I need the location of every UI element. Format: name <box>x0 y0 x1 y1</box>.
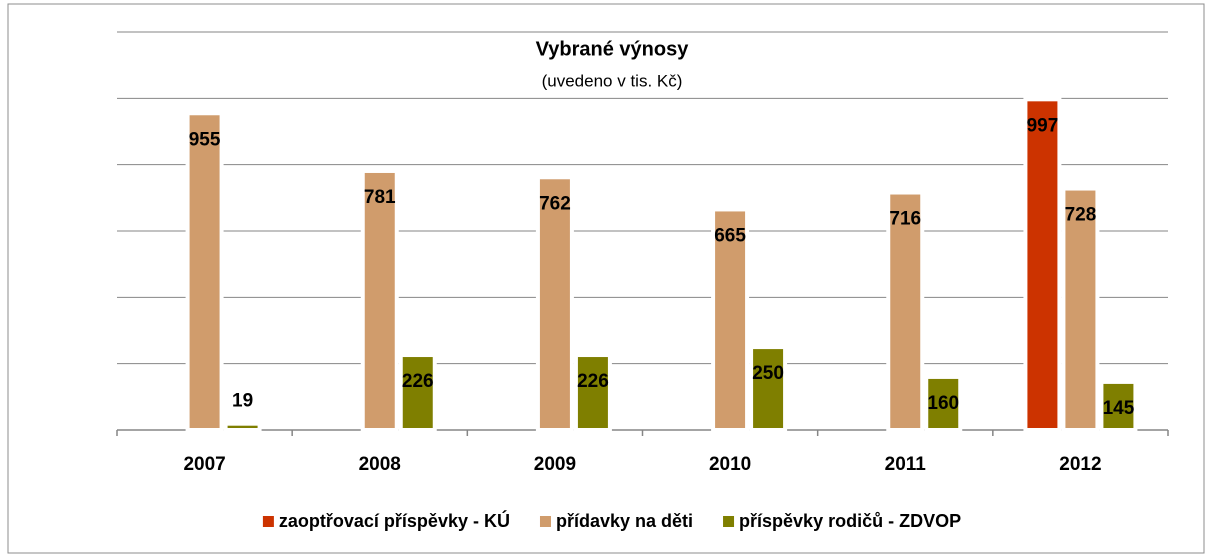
data-label: 160 <box>927 393 959 414</box>
legend-swatch <box>723 516 735 527</box>
data-label: 226 <box>402 371 434 392</box>
bar <box>924 374 963 432</box>
data-label: 226 <box>577 371 609 392</box>
x-tick-label: 2007 <box>183 454 225 475</box>
data-label: 19 <box>232 391 253 412</box>
bar <box>185 111 224 432</box>
legend-swatch <box>539 516 551 527</box>
x-tick-label: 2008 <box>359 454 401 475</box>
bar <box>573 353 612 432</box>
bar <box>1061 186 1100 432</box>
data-label: 716 <box>889 209 921 230</box>
bar <box>749 345 788 433</box>
data-label: 665 <box>714 225 746 246</box>
bar <box>1099 379 1138 432</box>
x-tick-label: 2010 <box>709 454 751 475</box>
chart-title: Vybrané výnosy <box>536 38 690 60</box>
bar <box>886 190 925 432</box>
data-label: 145 <box>1103 398 1135 419</box>
legend-label: příspěvky rodičů - ZDVOP <box>739 511 961 531</box>
bar <box>398 353 437 432</box>
x-tick-label: 2011 <box>885 454 927 475</box>
data-label: 955 <box>189 129 221 150</box>
data-label: 762 <box>539 193 571 214</box>
chart-subtitle: (uvedeno v tis. Kč) <box>542 71 683 90</box>
legend-swatch <box>262 516 274 527</box>
x-tick-label: 2009 <box>534 454 576 475</box>
data-label: 781 <box>364 187 396 208</box>
bar <box>711 207 750 432</box>
bar <box>360 168 399 433</box>
data-label: 250 <box>752 363 784 384</box>
bar <box>1023 97 1062 432</box>
bar <box>223 421 262 433</box>
legend-label: přídavky na děti <box>556 511 693 531</box>
bar <box>535 175 574 432</box>
legend-label: zaoptřovací příspěvky - KÚ <box>279 510 510 531</box>
data-label: 997 <box>1027 115 1059 136</box>
data-label: 728 <box>1065 205 1097 226</box>
x-tick-label: 2012 <box>1059 454 1101 475</box>
